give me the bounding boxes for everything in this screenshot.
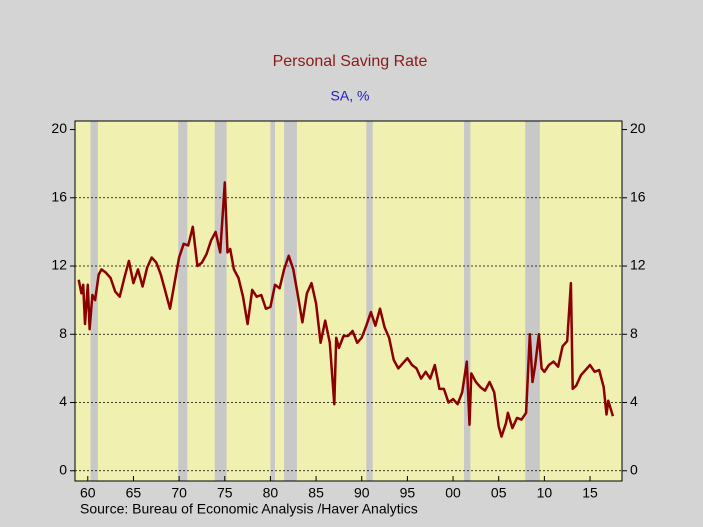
y-tick-label: 12 <box>51 257 67 273</box>
x-tick-label: 70 <box>171 485 187 501</box>
y-tick-label: 4 <box>59 393 67 409</box>
series-line <box>77 181 615 438</box>
y2-tick-label: 12 <box>630 257 646 273</box>
x-tick-label: 15 <box>582 485 598 501</box>
y2-tick-label: 16 <box>630 188 646 204</box>
y2-tick-label: 4 <box>630 393 638 409</box>
y-tick-label: 20 <box>51 120 67 136</box>
recession-band <box>525 121 540 481</box>
chart-title: Personal Saving Rate <box>273 53 428 70</box>
x-tick-label: 00 <box>445 485 461 501</box>
x-tick-label: 65 <box>126 485 142 501</box>
recession-band <box>178 121 188 481</box>
recession-band <box>366 121 373 481</box>
recession-band <box>464 121 471 481</box>
recession-band <box>90 121 98 481</box>
x-tick-label: 80 <box>263 485 279 501</box>
plot-frame <box>74 120 623 482</box>
recession-band <box>214 121 227 481</box>
recession-band <box>284 121 297 481</box>
y-tick-label: 16 <box>51 188 67 204</box>
x-tick-label: 95 <box>400 485 416 501</box>
y2-tick-label: 8 <box>630 325 638 341</box>
plot-area <box>75 121 622 481</box>
x-tick-label: 60 <box>80 485 96 501</box>
x-tick-label: 85 <box>308 485 324 501</box>
source-note: Source: Bureau of Economic Analysis /Hav… <box>80 501 418 517</box>
y2-tick-label: 0 <box>630 461 638 477</box>
x-tick-label: 90 <box>354 485 370 501</box>
chart-subtitle: SA, % <box>331 88 370 104</box>
x-tick-label: 10 <box>537 485 553 501</box>
x-tick-label: 75 <box>217 485 233 501</box>
x-tick-label: 05 <box>491 485 507 501</box>
y-tick-label: 8 <box>59 325 67 341</box>
y2-tick-label: 20 <box>630 120 646 136</box>
y-tick-label: 0 <box>59 461 67 477</box>
